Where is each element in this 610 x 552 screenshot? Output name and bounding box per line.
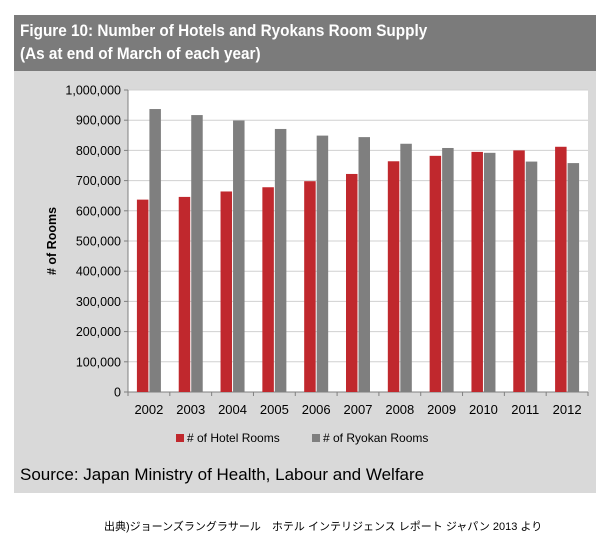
bar-ryokan-rooms [358, 137, 370, 392]
x-tick-label: 2006 [302, 402, 331, 417]
x-tick-label: 2004 [218, 402, 247, 417]
bar-ryokan-rooms [191, 115, 203, 392]
y-tick-label: 300,000 [76, 295, 121, 309]
bar-chart: 0 100,000 200,000 300,000 400,000 500,000 600,… [45, 84, 589, 445]
y-tick-label: 0 [114, 386, 121, 400]
legend-label-hotel: # of Hotel Rooms [187, 431, 280, 445]
legend-swatch-ryokan [312, 434, 320, 442]
x-tick-label: 2005 [260, 402, 289, 417]
bar-ryokan-rooms [400, 143, 412, 392]
x-tick-label: 2002 [134, 402, 163, 417]
y-tick-label: 600,000 [76, 204, 121, 218]
bar-hotel-rooms [304, 181, 316, 392]
figure-header: Figure 10: Number of Hotels and Ryokans … [14, 15, 596, 71]
legend-label-ryokan: # of Ryokan Rooms [323, 431, 428, 445]
chart-title: Figure 10: Number of Hotels and Ryokans … [20, 21, 428, 40]
x-tick-label: 2012 [553, 402, 582, 417]
x-tick-label: 2010 [469, 402, 498, 417]
legend-swatch-hotel [176, 434, 184, 442]
bar-hotel-rooms [178, 196, 191, 392]
y-tick-label: 700,000 [76, 174, 121, 188]
y-tick-label: 1,000,000 [65, 84, 121, 98]
bar-hotel-rooms [513, 150, 525, 392]
bar-ryokan-rooms [233, 120, 245, 392]
bar-hotel-rooms [429, 155, 442, 392]
x-tick-label: 2009 [427, 402, 456, 417]
y-tick-label: 500,000 [76, 235, 121, 249]
chart-subtitle: (As at end of March of each year) [20, 44, 261, 63]
bar-ryokan-rooms [483, 152, 496, 392]
figure-panel: Figure 10: Number of Hotels and Ryokans … [14, 15, 596, 493]
x-tick-label: 2003 [176, 402, 205, 417]
y-tick-label: 900,000 [76, 114, 121, 128]
bar-hotel-rooms [471, 151, 483, 392]
y-tick-label: 800,000 [76, 144, 121, 158]
credit-note: 出典)ジョーンズラングラサール ホテル インテリジェンス レポート ジャパン 2… [104, 521, 543, 533]
y-tick-label: 400,000 [76, 265, 121, 279]
source-note: Source: Japan Ministry of Health, Labour… [20, 465, 425, 484]
bar-hotel-rooms [262, 187, 274, 392]
x-tick-label: 2008 [385, 402, 414, 417]
y-axis-title: # of Rooms [45, 207, 59, 275]
bar-ryokan-rooms [525, 161, 538, 392]
bar-hotel-rooms [136, 199, 149, 392]
y-tick-label: 100,000 [76, 355, 121, 369]
bar-ryokan-rooms [274, 128, 287, 392]
x-tick-label: 2011 [511, 402, 539, 417]
bar-hotel-rooms [555, 146, 567, 392]
bar-hotel-rooms [346, 173, 358, 392]
bar-hotel-rooms [387, 161, 400, 392]
y-tick-label: 200,000 [76, 325, 121, 339]
bar-ryokan-rooms [567, 163, 580, 392]
bar-ryokan-rooms [442, 147, 454, 392]
bar-hotel-rooms [220, 191, 233, 392]
x-tick-label: 2007 [344, 402, 373, 417]
bar-ryokan-rooms [149, 109, 161, 392]
bar-ryokan-rooms [316, 135, 329, 392]
